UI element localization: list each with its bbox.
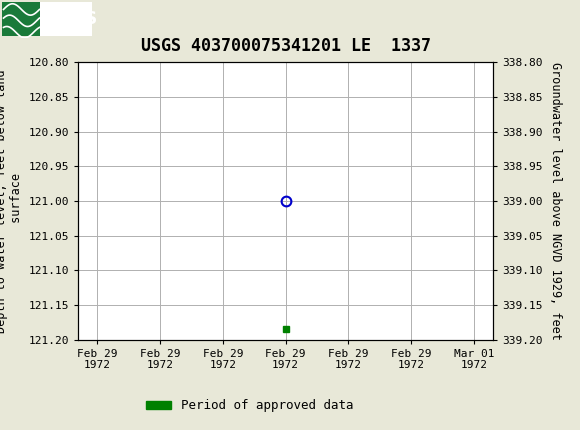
FancyBboxPatch shape	[2, 2, 92, 36]
Y-axis label: Depth to water level, feet below land
 surface: Depth to water level, feet below land su…	[0, 69, 23, 333]
Text: USGS: USGS	[42, 10, 97, 28]
Legend: Period of approved data: Period of approved data	[140, 394, 358, 417]
Title: USGS 403700075341201 LE  1337: USGS 403700075341201 LE 1337	[140, 37, 430, 55]
FancyBboxPatch shape	[2, 2, 40, 36]
Y-axis label: Groundwater level above NGVD 1929, feet: Groundwater level above NGVD 1929, feet	[549, 62, 562, 340]
